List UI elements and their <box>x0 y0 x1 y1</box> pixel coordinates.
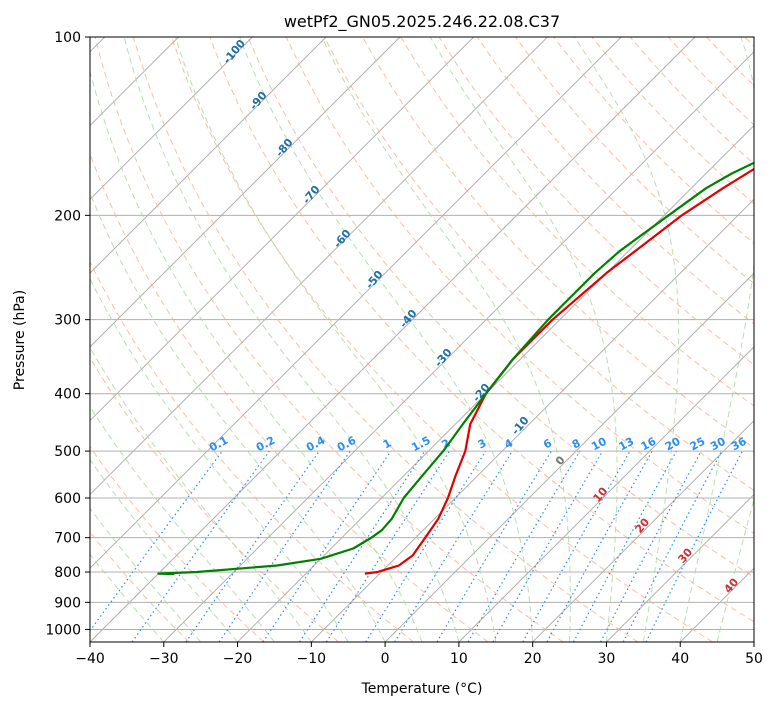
isotherm-line <box>90 37 475 422</box>
moist-adiabat-line <box>90 277 349 642</box>
mixing-ratio-line <box>325 450 450 642</box>
moist-adiabat-line <box>321 37 571 642</box>
x-tick-label: 0 <box>381 651 390 667</box>
mixing-ratio-label: 30 <box>708 435 728 454</box>
dry-adiabat-line <box>285 37 754 535</box>
y-tick-label: 1000 <box>45 622 81 638</box>
isotherm-line <box>458 346 754 642</box>
dry-adiabat-line <box>209 37 754 623</box>
x-tick-label: 40 <box>671 651 689 667</box>
dry-adiabat-line <box>132 37 639 642</box>
moist-adiabat-line <box>429 37 618 642</box>
dry-adiabat-line <box>476 37 754 325</box>
y-tick-label: 100 <box>54 30 81 46</box>
dry-adiabat-line <box>323 37 754 491</box>
isotherm-line <box>532 419 754 642</box>
isotherm-line <box>384 272 754 642</box>
moist-adiabat-line <box>239 37 534 642</box>
y-tick-label: 400 <box>54 387 81 403</box>
x-tick-label: −20 <box>223 651 253 667</box>
dry-adiabat-line <box>247 37 754 578</box>
moist-adiabat-line <box>90 458 238 642</box>
isotherm-line <box>90 37 401 348</box>
plot-frame <box>89 36 755 643</box>
moist-adiabat-line <box>90 69 423 642</box>
mixing-ratio-label: 13 <box>617 435 637 454</box>
chart-title: wetPf2_GN05.2025.246.22.08.C37 <box>284 12 560 32</box>
isotherm-line <box>90 37 548 496</box>
x-tick-label: 20 <box>524 651 542 667</box>
x-tick-label: −40 <box>75 651 105 667</box>
moist-adiabat-line <box>573 37 680 642</box>
y-tick-label: 900 <box>54 595 81 611</box>
moist-adiabat-line <box>90 553 165 642</box>
x-tick-label: 10 <box>450 651 468 667</box>
isotherm-line <box>163 51 754 642</box>
mixing-ratio-label: 10 <box>589 435 609 454</box>
moist-adiabat-line <box>90 191 386 642</box>
y-tick-label: 800 <box>54 565 81 581</box>
mixing-ratio-line <box>365 450 487 642</box>
moist-adiabat-line <box>716 497 754 642</box>
y-tick-label: 700 <box>54 531 81 547</box>
mixing-ratio-line <box>262 450 392 642</box>
isotherm-line <box>90 37 327 274</box>
mixing-ratio-line <box>572 450 677 642</box>
isotherm-line <box>606 493 754 642</box>
mixing-ratio-line <box>436 450 552 642</box>
mixing-ratio-line <box>467 450 581 642</box>
mixing-ratio-label: 36 <box>729 435 749 454</box>
x-axis-label: Temperature (°C) <box>361 681 483 697</box>
isotherm-line <box>90 37 253 201</box>
y-tick-label: 200 <box>54 208 81 224</box>
moist-adiabat-line <box>90 405 275 642</box>
y-tick-label: 600 <box>54 491 81 507</box>
x-tick-label: 50 <box>745 651 763 667</box>
y-axis-label: Pressure (hPa) <box>12 290 28 390</box>
dry-adiabat-line <box>515 37 754 285</box>
isotherm-line <box>90 37 622 569</box>
moist-adiabat-line <box>90 507 202 642</box>
mixing-ratio-line <box>394 450 513 642</box>
mixing-ratio-line <box>131 450 270 642</box>
temperature-profile-line <box>364 167 754 575</box>
isotherm-line <box>237 124 754 642</box>
dewpoint-profile-line <box>157 161 754 576</box>
dry-adiabat-line <box>90 260 414 642</box>
moist-adiabat-line <box>123 37 460 642</box>
moist-adiabat-line <box>90 346 312 642</box>
mixing-ratio-label: 20 <box>663 435 683 454</box>
mixing-ratio-label: 16 <box>639 435 659 454</box>
dry-adiabat-line <box>90 446 265 642</box>
dry-adiabat-line <box>438 37 754 366</box>
axes: −40 −30 −20 −10 0 10 20 30 40 50 100 200 300 400 500 60… <box>45 30 763 667</box>
mixing-ratio-line <box>185 450 320 642</box>
x-tick-label: 30 <box>598 651 616 667</box>
mixing-ratio-label: 25 <box>688 435 708 454</box>
moist-adiabat-line <box>679 37 754 642</box>
mixing-ratio-line <box>299 450 426 642</box>
moist-adiabat-line <box>175 37 497 642</box>
mixing-ratio-line <box>218 450 351 642</box>
dry-adiabat-line <box>94 37 564 642</box>
x-tick-label: −30 <box>149 651 179 667</box>
dry-adiabat-line <box>171 37 713 642</box>
y-tick-label: 300 <box>54 313 81 329</box>
y-tick-label: 500 <box>54 444 81 460</box>
x-tick-label: −10 <box>297 651 327 667</box>
